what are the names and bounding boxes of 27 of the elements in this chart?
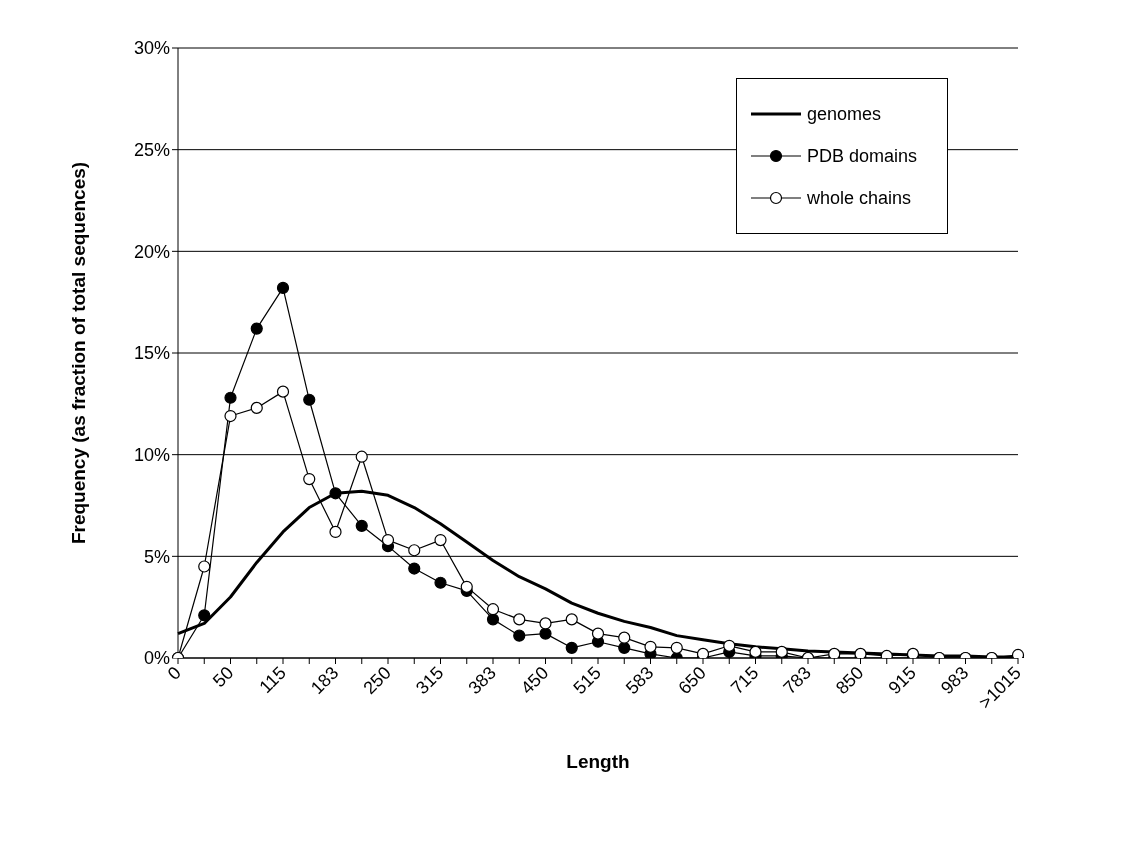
- x-tick-label: 383: [464, 662, 500, 699]
- x-tick-label: 915: [884, 662, 920, 699]
- x-tick-label: 783: [779, 662, 815, 699]
- y-tick-label: 10%: [133, 445, 170, 466]
- x-tick-label: 583: [621, 662, 658, 699]
- y-tick-label: 15%: [133, 343, 170, 364]
- x-tick-label: 515: [569, 662, 605, 699]
- y-tick-label: 0%: [143, 648, 170, 669]
- x-tick-label: 650: [674, 662, 710, 699]
- x-tick-label: 50: [209, 662, 238, 691]
- x-axis-title: Length: [566, 751, 630, 772]
- legend-label: PDB domains: [806, 145, 917, 167]
- x-tick-label: 115: [255, 662, 290, 698]
- y-tick-label: 30%: [133, 38, 170, 59]
- legend-label: genomes: [806, 103, 881, 125]
- x-tick-label: 715: [726, 662, 763, 699]
- y-tick-label: 20%: [133, 241, 170, 262]
- x-tick-label: 315: [411, 662, 448, 699]
- x-tick-label: 983: [936, 662, 973, 699]
- y-tick-label: 5%: [143, 546, 170, 567]
- x-tick-label: 250: [359, 662, 395, 699]
- y-axis-title: Frequency (as fraction of total sequences): [67, 161, 89, 545]
- x-tick-label: 183: [306, 662, 343, 699]
- y-tick-label: 25%: [133, 140, 170, 161]
- x-tick-label: 850: [831, 662, 868, 699]
- x-tick-label: 450: [516, 662, 553, 699]
- legend-label: whole chains: [806, 187, 911, 209]
